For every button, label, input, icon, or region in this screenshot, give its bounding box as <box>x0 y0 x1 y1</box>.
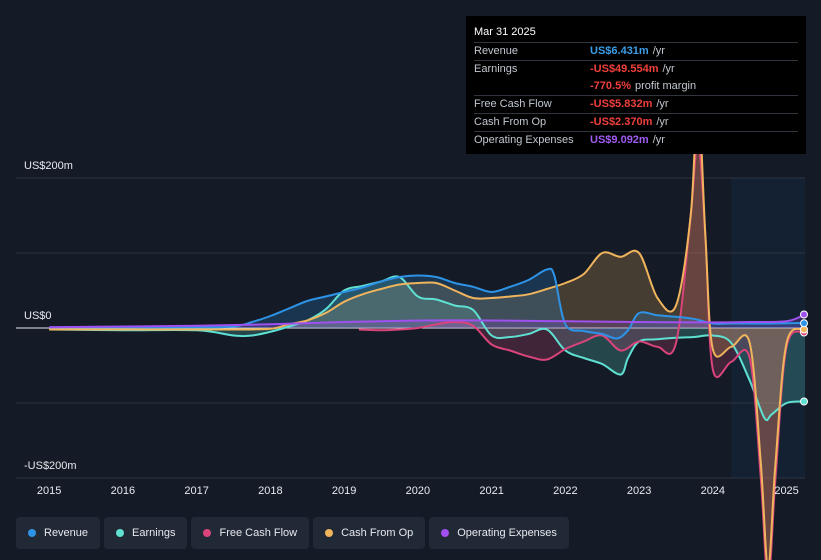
x-tick-label: 2023 <box>626 485 652 497</box>
tooltip-row-label <box>474 78 590 95</box>
y-tick-label-bottom: -US$200m <box>24 460 77 472</box>
earnings-area <box>49 276 805 421</box>
x-tick-label: 2018 <box>258 485 283 497</box>
operating-expenses-end-point <box>800 310 808 319</box>
tooltip-panel: Mar 31 2025 Revenue US$6.431m/yr Earnings -… <box>466 16 806 154</box>
tooltip-row: Operating Expenses US$9.092m/yr <box>474 131 798 149</box>
legend-toggle-earnings[interactable]: Earnings <box>104 517 188 549</box>
x-tick-label: 2020 <box>405 485 431 497</box>
legend-dot-icon <box>28 529 36 537</box>
x-tick-label: 2021 <box>479 485 504 497</box>
revenue-area <box>49 268 805 339</box>
y-tick-label-top: US$200m <box>24 160 73 172</box>
x-tick-label: 2015 <box>36 485 62 497</box>
revenue-line <box>49 267 806 340</box>
legend-label: Revenue <box>44 527 89 539</box>
tooltip-row-unit: profit margin <box>634 80 697 92</box>
tooltip-row: Revenue US$6.431m/yr <box>474 42 798 60</box>
tooltip-row: -770.5% profit margin <box>474 78 798 95</box>
x-tick-label: 2025 <box>774 485 799 497</box>
tooltip-row-unit: /yr <box>656 98 669 110</box>
legend-dot-icon <box>441 529 450 537</box>
tooltip-row: Earnings -US$49.554m/yr <box>474 60 798 78</box>
x-tick-label: 2024 <box>700 485 726 497</box>
legend: Revenue Earnings Free Cash Flow Cash From O… <box>16 517 569 549</box>
tooltip-row-value: US$6.431m <box>590 45 649 57</box>
legend-label: Cash From Op <box>341 527 414 539</box>
legend-toggle-cash-from-op[interactable]: Cash From Op <box>313 517 426 549</box>
tooltip-row-value: -770.5% <box>590 80 631 92</box>
tooltip-row-label: Earnings <box>474 63 518 75</box>
tooltip-row-value: -US$5.832m <box>590 98 653 110</box>
free-cash-flow-line <box>358 139 806 560</box>
tooltip-row-value: US$9.092m <box>590 134 649 146</box>
cash-from-op-line <box>49 98 806 560</box>
legend-dot-icon <box>325 529 334 537</box>
free-cash-flow-area <box>358 140 805 560</box>
legend-label: Earnings <box>132 527 176 539</box>
tooltip-row-value: -US$2.370m <box>590 116 653 128</box>
tooltip-row-label: Free Cash Flow <box>474 98 552 110</box>
x-tick-label: 2022 <box>553 485 578 497</box>
legend-toggle-operating-expenses[interactable]: Operating Expenses <box>429 517 569 549</box>
tooltip-row: Free Cash Flow -US$5.832m/yr <box>474 95 798 113</box>
tooltip-row-unit: /yr <box>652 134 665 146</box>
legend-toggle-revenue[interactable]: Revenue <box>16 517 101 549</box>
legend-label: Free Cash Flow <box>219 527 298 539</box>
tooltip-date: Mar 31 2025 <box>474 26 536 38</box>
tooltip-row-label: Cash From Op <box>474 116 547 128</box>
tooltip-row-label: Revenue <box>474 45 519 57</box>
earnings-line <box>49 275 806 422</box>
legend-dot-icon <box>203 529 212 537</box>
legend-dot-icon <box>116 529 125 537</box>
y-tick-label-zero: US$0 <box>24 310 52 322</box>
revenue-end-point <box>800 319 808 328</box>
operating-expenses-line <box>49 313 806 329</box>
earnings-end-point <box>800 397 808 406</box>
tooltip-row: Cash From Op -US$2.370m/yr <box>474 113 798 131</box>
tooltip-row-label: Operating Expenses <box>474 134 574 146</box>
legend-toggle-free-cash-flow[interactable]: Free Cash Flow <box>191 517 310 549</box>
tooltip-row-unit: /yr <box>662 63 675 75</box>
tooltip-row-unit: /yr <box>652 45 665 57</box>
x-tick-label: 2019 <box>331 485 357 497</box>
tooltip-row-unit: /yr <box>656 116 669 128</box>
x-tick-label: 2016 <box>110 485 136 497</box>
tooltip-row-value: -US$49.554m <box>590 63 659 75</box>
legend-label: Operating Expenses <box>457 527 557 539</box>
x-tick-label: 2017 <box>184 485 209 497</box>
